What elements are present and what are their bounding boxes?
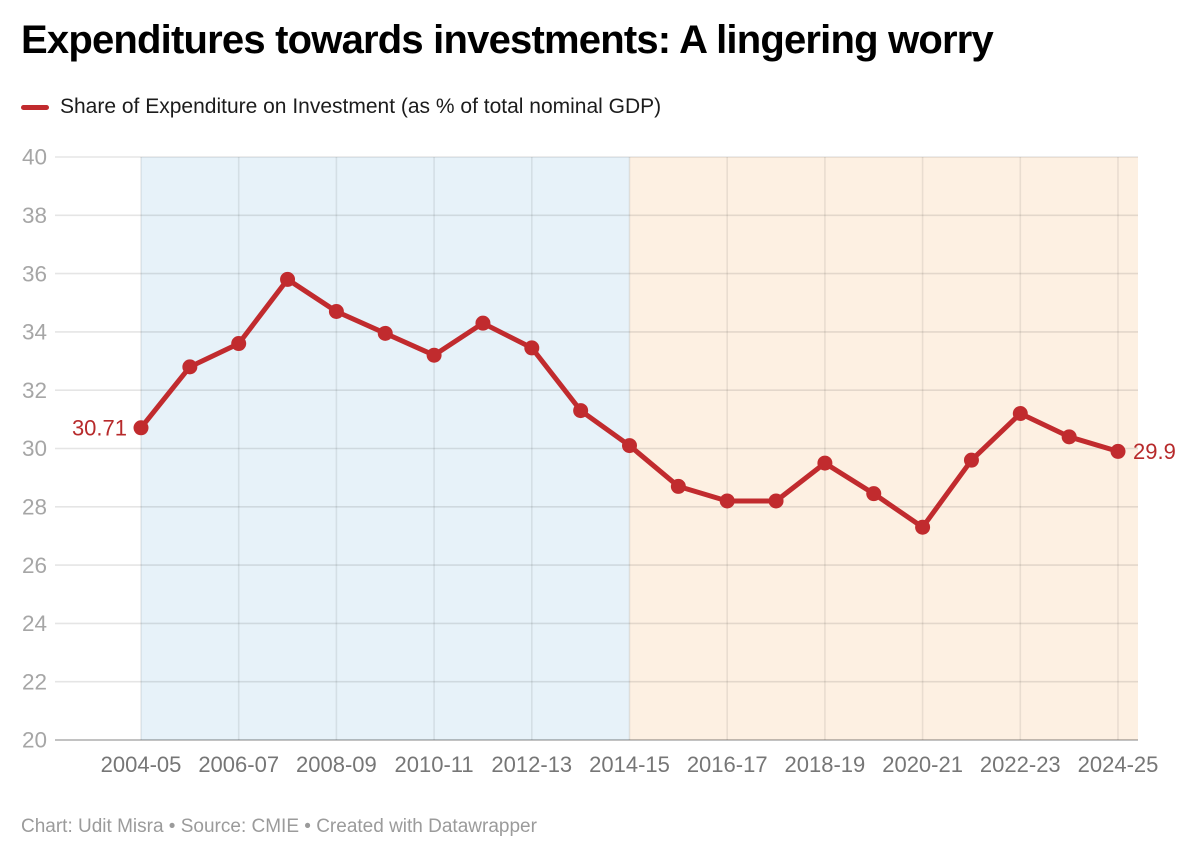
x-tick-label: 2018-19: [785, 752, 866, 777]
data-point[interactable]: [963, 452, 979, 468]
data-point[interactable]: [475, 315, 491, 331]
chart-title: Expenditures towards investments: A ling…: [21, 18, 994, 62]
data-point[interactable]: [915, 519, 931, 535]
data-point[interactable]: [1061, 429, 1077, 445]
last-value-label: 29.9: [1133, 439, 1176, 464]
y-tick-label: 28: [22, 494, 47, 519]
data-point[interactable]: [719, 493, 735, 509]
data-point[interactable]: [377, 325, 393, 341]
y-tick-label: 32: [22, 378, 47, 403]
x-tick-label: 2010-11: [395, 752, 474, 777]
y-tick-label: 26: [22, 553, 47, 578]
data-point[interactable]: [768, 493, 784, 509]
plot-shaded-region-1: [141, 157, 630, 740]
y-tick-label: 30: [22, 436, 47, 461]
data-point[interactable]: [1012, 406, 1028, 422]
x-tick-label: 2016-17: [687, 752, 768, 777]
data-point[interactable]: [573, 403, 589, 419]
x-tick-label: 2014-15: [589, 752, 670, 777]
data-point[interactable]: [524, 340, 540, 356]
y-tick-label: 38: [22, 203, 47, 228]
data-point[interactable]: [622, 438, 637, 454]
data-point[interactable]: [280, 271, 296, 287]
data-point[interactable]: [182, 359, 198, 375]
x-tick-label: 2006-07: [198, 752, 279, 777]
data-point[interactable]: [133, 420, 149, 436]
line-chart: 2004-05 2006-07 2008-09 2010-11 2012-13 2014-…: [22, 145, 1176, 777]
data-point[interactable]: [866, 486, 882, 502]
first-value-label: 30.71: [72, 416, 127, 441]
plot-shaded-region-2: [629, 157, 1138, 740]
data-point[interactable]: [670, 478, 686, 494]
y-tick-label: 40: [22, 145, 47, 170]
x-tick-label: 2024-25: [1078, 752, 1159, 777]
legend: Share of Expenditure on Investment (as %…: [21, 95, 661, 119]
x-tick-label: 2004-05: [101, 752, 182, 777]
y-tick-label: 34: [22, 320, 47, 345]
y-tick-label: 22: [22, 669, 47, 694]
data-point[interactable]: [1110, 443, 1126, 459]
x-tick-label: 2022-23: [980, 752, 1061, 777]
legend-label: Share of Expenditure on Investment (as %…: [60, 95, 662, 118]
chart-footer: Chart: Udit Misra • Source: CMIE • Creat…: [21, 816, 537, 837]
x-tick-label: 2020-21: [882, 752, 963, 777]
y-tick-label: 36: [22, 261, 47, 286]
x-tick-label: 2008-09: [296, 752, 377, 777]
data-point[interactable]: [328, 303, 344, 319]
legend-line-swatch: [21, 104, 49, 110]
y-tick-label: 20: [22, 728, 47, 753]
data-point[interactable]: [426, 347, 442, 363]
data-point[interactable]: [817, 455, 833, 471]
y-tick-label: 24: [22, 611, 47, 636]
x-tick-label: 2012-13: [491, 752, 572, 777]
data-point[interactable]: [231, 336, 247, 352]
